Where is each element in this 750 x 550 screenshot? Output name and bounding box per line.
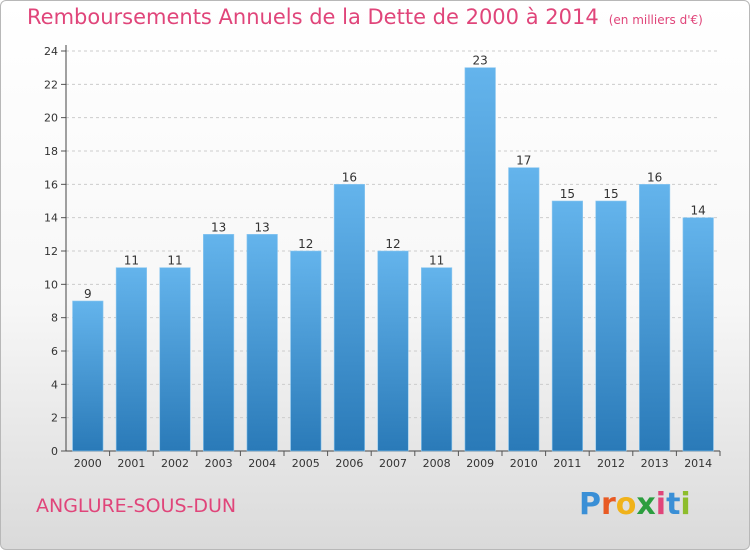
x-tick-label: 2009 [466,457,494,470]
data-label: 16 [647,170,662,184]
bar [377,250,409,452]
bar [464,67,496,452]
y-tick-label: 6 [51,345,58,358]
logo-letter: P [579,487,601,522]
logo-letter: x [636,487,656,522]
x-tick-label: 2003 [205,457,233,470]
y-tick-label: 4 [51,378,58,391]
x-tick-label: 2005 [292,457,320,470]
y-tick-label: 10 [44,278,58,291]
y-tick-label: 8 [51,312,58,325]
x-tick-label: 2002 [161,457,189,470]
y-tick-label: 0 [51,445,58,458]
data-label: 16 [342,170,357,184]
x-tick-label: 2011 [553,457,581,470]
y-tick-label: 22 [44,78,58,91]
logo-letter: i [655,487,667,522]
bar [72,300,104,452]
data-label: 9 [84,287,92,301]
y-tick-label: 20 [44,112,58,125]
x-tick-label: 2010 [510,457,538,470]
data-label: 12 [298,237,313,251]
title-unit: (en milliers d'€) [608,13,703,27]
x-tick-label: 2007 [379,457,407,470]
data-label: 14 [691,204,706,218]
bar [246,234,278,452]
y-tick-label: 12 [44,245,58,258]
title-text: Remboursements Annuels de la Dette de 20… [27,5,599,29]
bar [333,184,365,452]
x-tick-label: 2004 [248,457,276,470]
x-tick-label: 2014 [684,457,712,470]
bar [595,200,627,452]
x-tick-label: 2001 [117,457,145,470]
data-label: 23 [473,54,488,68]
y-tick-label: 14 [44,212,58,225]
bar [203,234,235,452]
chart-title: Remboursements Annuels de la Dette de 20… [27,5,703,29]
bar [290,250,322,452]
y-tick-label: 2 [51,412,58,425]
logo-letter: t [666,487,681,522]
y-tick-label: 16 [44,178,58,191]
data-label: 11 [167,254,182,268]
commune-name: ANGLURE-SOUS-DUN [36,495,237,517]
y-tick-label: 24 [44,45,58,58]
data-label: 17 [516,154,531,168]
data-label: 13 [211,220,226,234]
bar [159,267,191,452]
data-label: 15 [603,187,618,201]
x-tick-label: 2008 [423,457,451,470]
bar [551,200,583,452]
bar [421,267,453,452]
logo-letter: i [680,487,691,522]
bar [682,217,714,452]
bar [508,167,540,452]
y-tick-label: 18 [44,145,58,158]
data-label: 13 [255,220,270,234]
data-label: 11 [429,254,444,268]
proxiti-logo: Proxiti [579,487,691,522]
x-tick-label: 2013 [641,457,669,470]
bar [115,267,147,452]
data-label: 15 [560,187,575,201]
data-label: 12 [385,237,400,251]
x-tick-label: 2000 [74,457,102,470]
x-tick-label: 2006 [335,457,363,470]
x-tick-label: 2012 [597,457,625,470]
logo-letter: o [615,487,637,522]
logo-letter: r [601,487,616,522]
bar [639,184,671,452]
data-label: 11 [124,254,139,268]
